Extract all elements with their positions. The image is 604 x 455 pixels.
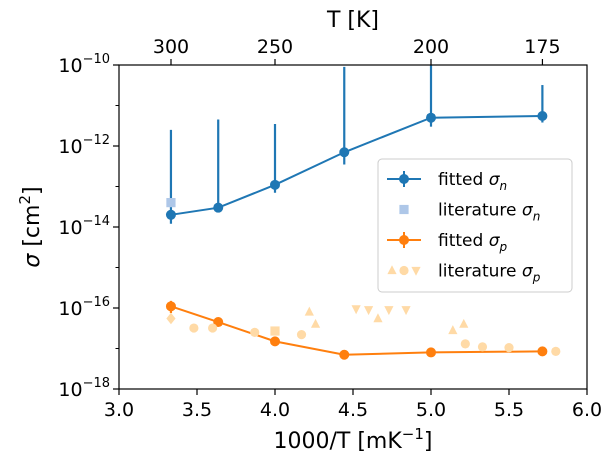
series-0 (165, 65, 548, 224)
data-point (384, 306, 394, 316)
data-point (351, 305, 361, 315)
data-point (165, 301, 176, 312)
legend-box (377, 158, 573, 293)
series-line (170, 115, 543, 216)
axes: 3.0 3.5 4.0 4.5 5.0 5.5 6.0 300 250 200 175 10−10 10… (16, 8, 602, 454)
data-point (250, 327, 260, 337)
data-point (460, 339, 470, 349)
top-tick-label: 175 (524, 36, 560, 58)
y-tick-label: 10−12 (58, 133, 110, 158)
data-point (373, 313, 383, 323)
x-tick-label: 4.0 (260, 399, 290, 421)
legend: fitted σn literature σn fitted σp literatur… (377, 158, 573, 293)
legend-handle-2 (387, 232, 421, 248)
data-point (213, 317, 224, 328)
top-axis-label: T [K] (326, 8, 379, 33)
data-point (166, 312, 176, 325)
data-point (304, 306, 314, 316)
data-point (459, 318, 469, 328)
data-point (339, 349, 350, 360)
data-point (270, 326, 280, 336)
legend-marker (399, 265, 409, 276)
y-tick-label: 10−18 (58, 376, 110, 401)
data-point (339, 147, 350, 158)
legend-marker (411, 266, 421, 276)
x-tick-label: 3.0 (104, 399, 134, 421)
legend-handle-0 (387, 171, 421, 187)
y-tick-label: 10−14 (58, 214, 110, 239)
data-point (448, 325, 458, 335)
y-tick-label: 10−16 (58, 295, 110, 320)
x-tick-label: 4.5 (338, 399, 368, 421)
x-tick-label: 3.5 (182, 399, 212, 421)
series-line (170, 305, 543, 356)
data-point (165, 209, 176, 220)
top-tick-label: 250 (257, 36, 293, 58)
legend-label-3: literature σp (438, 262, 541, 285)
legend-handle-1 (399, 204, 409, 215)
legend-marker (387, 265, 397, 275)
data-point (166, 198, 176, 208)
legend-marker (399, 204, 409, 215)
data-point (189, 323, 199, 333)
data-point (426, 347, 436, 358)
data-point (213, 202, 224, 213)
data-point (270, 336, 280, 347)
data-point (537, 346, 548, 357)
data-point (551, 346, 561, 356)
data-point (401, 306, 411, 316)
x-tick-label: 5.0 (416, 399, 446, 421)
x-axis-label: 1000/T [mK−1] (274, 425, 433, 454)
legend-handle-3 (387, 265, 421, 276)
top-tick-label: 300 (153, 36, 189, 58)
y-axis-label: σ [cm2] (16, 186, 45, 267)
y-tick-label: 10−10 (58, 52, 110, 77)
data-point (477, 342, 488, 352)
data-point (208, 323, 218, 333)
series-1 (166, 198, 176, 208)
series-2 (165, 300, 548, 360)
legend-marker (399, 174, 409, 184)
data-point (270, 179, 280, 190)
data-point (504, 343, 514, 353)
data-point (426, 112, 436, 123)
legend-label-2: fitted σp (438, 231, 507, 254)
x-tick-label: 5.5 (494, 399, 524, 421)
x-tick-label: 6.0 (572, 399, 602, 421)
data-point (364, 306, 374, 316)
series-layer (165, 65, 561, 360)
data-point (296, 330, 307, 340)
data-point (537, 111, 548, 122)
legend-label-1: literature σn (438, 201, 540, 224)
top-tick-label: 200 (413, 36, 449, 58)
legend-marker (399, 235, 409, 245)
series-3 (166, 305, 561, 356)
legend-label-0: fitted σn (438, 170, 507, 193)
data-point (310, 318, 321, 328)
